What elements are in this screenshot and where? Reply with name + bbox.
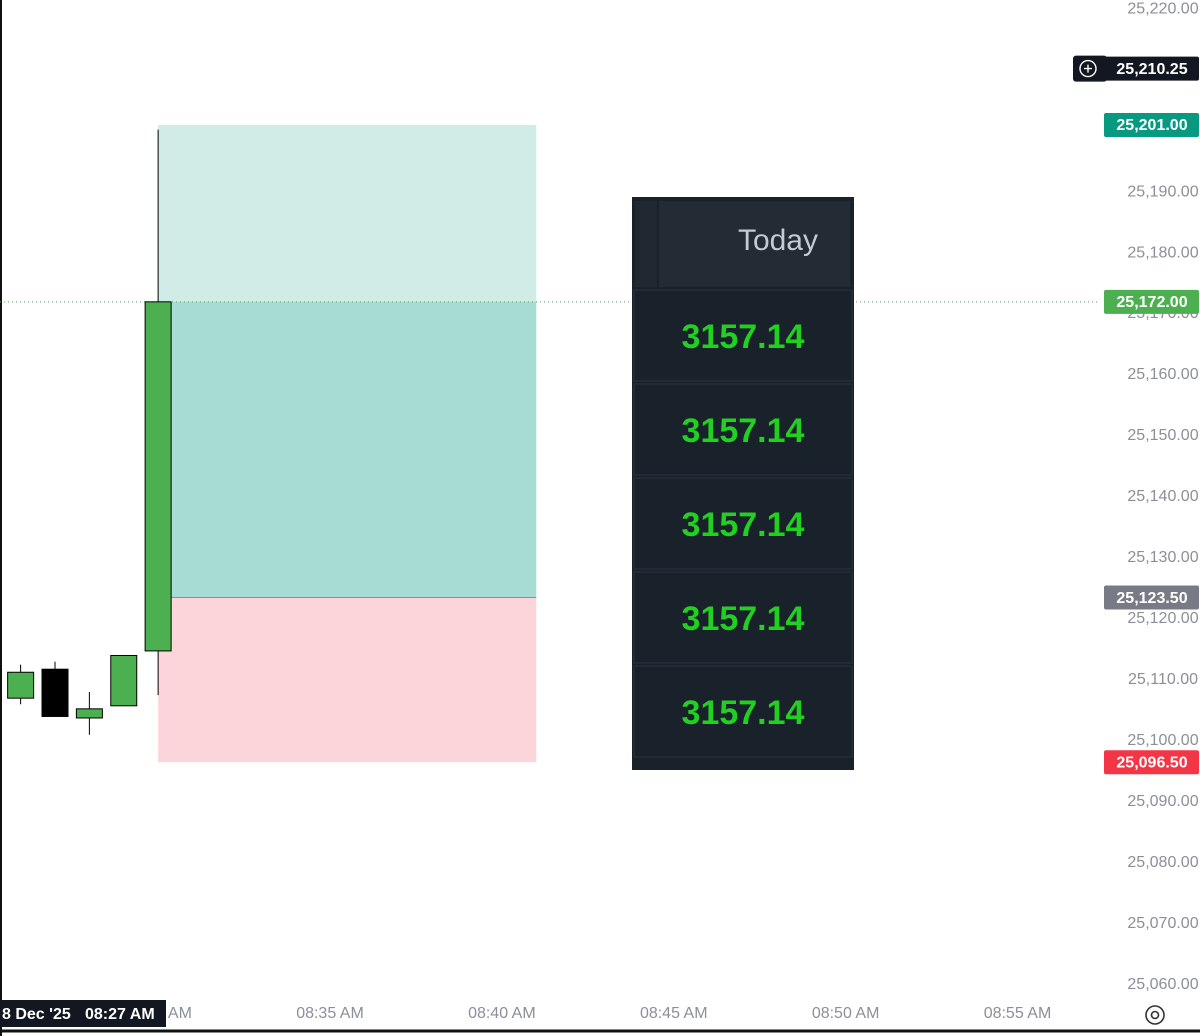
table-row-bg <box>633 477 853 570</box>
table-cell: 3157.14 <box>682 694 805 732</box>
table-row-bg <box>633 571 853 664</box>
y-tick-label: 25,220.00 <box>1127 0 1198 17</box>
y-tick-label: 25,070.00 <box>1127 915 1198 932</box>
y-tick-label: 25,180.00 <box>1127 244 1198 261</box>
y-tick-label: 25,060.00 <box>1127 976 1198 993</box>
candle-body <box>41 668 69 717</box>
x-tick-label: 08:40 AM <box>468 1005 536 1022</box>
candle-body <box>144 301 172 652</box>
candle-body <box>7 671 35 699</box>
table-cell: 3157.14 <box>682 318 805 356</box>
y-tick-label: 25,090.00 <box>1127 793 1198 810</box>
y-tick-label: 25,110.00 <box>1128 671 1198 688</box>
crosshair-date: 8 Dec '25 <box>2 1006 71 1023</box>
table-header-cell <box>635 201 657 287</box>
price-label: 25,201.00 <box>1116 117 1187 134</box>
price-label-bg <box>1104 585 1199 610</box>
y-tick-label: 25,100.00 <box>1127 732 1198 749</box>
table-cell: 3157.14 <box>682 506 805 544</box>
table-row-bg <box>633 383 853 476</box>
price-label: 25,210.25 <box>1116 61 1187 78</box>
table-header: Today <box>738 224 818 257</box>
table-cell: 3157.14 <box>682 600 805 638</box>
x-tick-label: 08:35 AM <box>296 1005 364 1022</box>
candle-body <box>75 708 103 719</box>
table-row-bg <box>633 289 853 382</box>
candles <box>7 129 172 735</box>
table-cell: 3157.14 <box>682 412 805 450</box>
table-row-bg <box>633 665 853 758</box>
price-label: 25,172.00 <box>1116 294 1187 311</box>
y-tick-label: 25,130.00 <box>1127 549 1198 566</box>
stats-table: Today 3157.14 3157.14 3157.14 3157.14 3157.14 <box>632 197 854 770</box>
y-tick-label: 25,150.00 <box>1127 427 1198 444</box>
y-tick-label: 25,080.00 <box>1127 854 1198 871</box>
candle-body <box>110 654 138 707</box>
crosshair-time: 08:27 AM <box>85 1006 155 1023</box>
loss-zone <box>158 597 537 763</box>
price-label-bg <box>1104 750 1199 775</box>
settings-icon[interactable] <box>1145 1005 1165 1025</box>
y-tick-label: 25,120.00 <box>1127 610 1198 627</box>
position-zones <box>0 125 1100 763</box>
price-label: 25,096.50 <box>1116 754 1187 771</box>
y-tick-label: 25,190.00 <box>1127 183 1198 200</box>
x-tick-label: 08:45 AM <box>640 1005 708 1022</box>
x-tick-label: 08:50 AM <box>812 1005 880 1022</box>
price-label-bg <box>1104 113 1199 137</box>
add-button <box>1079 59 1097 78</box>
crosshair-label-bg <box>0 1000 166 1027</box>
price-label-bg <box>1104 56 1199 81</box>
x-tick-label: 08:55 AM <box>984 1005 1052 1022</box>
price-label-bg <box>1104 289 1199 314</box>
y-tick-label: 25,140.00 <box>1127 488 1198 505</box>
price-label: 25,123.50 <box>1116 590 1187 607</box>
table-header-bg <box>659 201 850 287</box>
open-profit-zone <box>158 301 537 598</box>
add-button-plus <box>1084 64 1092 73</box>
y-tick-label: 25,160.00 <box>1127 366 1198 383</box>
